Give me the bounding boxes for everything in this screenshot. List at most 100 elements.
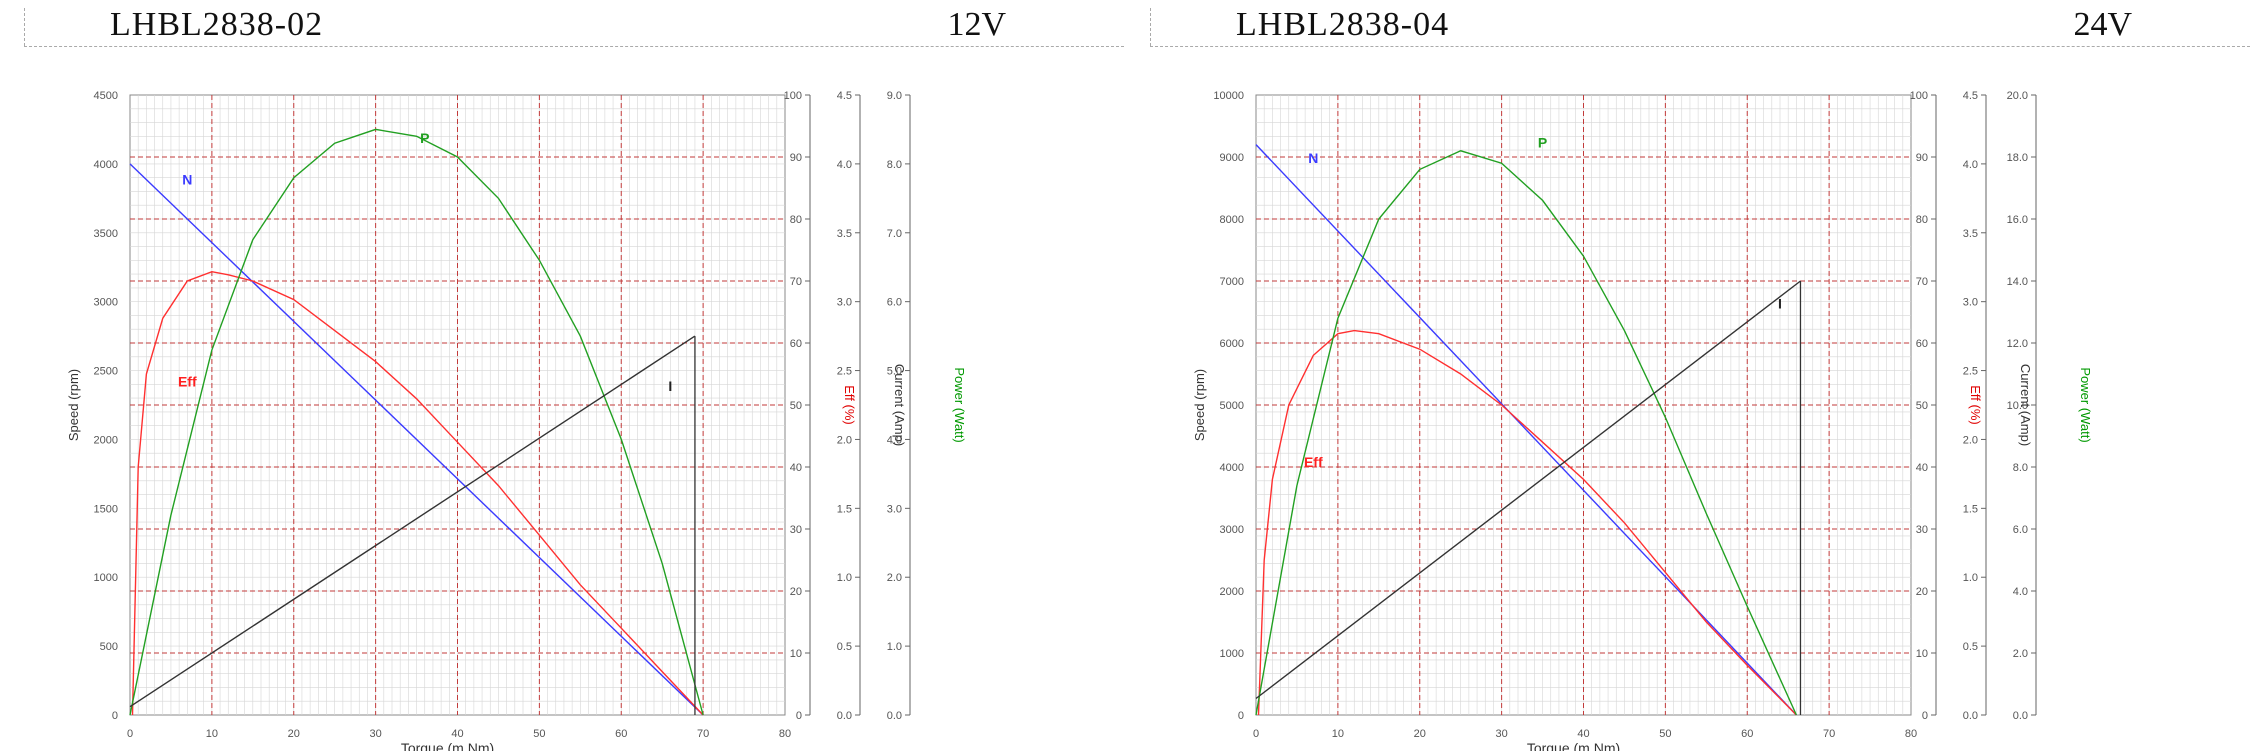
current-tick-label: 0.5	[1963, 641, 1978, 653]
speed-tick-label: 2000	[94, 434, 118, 446]
speed-tick-label: 3500	[94, 228, 118, 240]
speed-tick-label: 1500	[94, 503, 118, 515]
x-tick-label: 40	[1577, 728, 1589, 740]
series-eff-line	[1257, 329, 1797, 716]
speed-tick-label: 2000	[1220, 586, 1244, 598]
power-tick-label: 4.0	[2013, 586, 2028, 598]
power-tick-label: 14.0	[2007, 276, 2028, 288]
x-axis-label: Torque (m.Nm)	[401, 740, 494, 751]
eff-tick-label: 70	[790, 276, 802, 288]
speed-tick-label: 0	[112, 710, 118, 722]
eff-tick-label: 100	[784, 90, 802, 102]
x-tick-label: 30	[1496, 728, 1508, 740]
speed-tick-label: 500	[100, 641, 118, 653]
eff-tick-label: 80	[1916, 214, 1928, 226]
curve-label-n: N	[182, 172, 192, 188]
eff-axis-label: Eff (%)	[842, 385, 857, 425]
speed-tick-label: 6000	[1220, 338, 1244, 350]
power-tick-label: 7.0	[887, 228, 902, 240]
power-tick-label: 10.0	[2007, 400, 2028, 412]
panel-header: LHBL2838-04 24V	[1126, 0, 2252, 47]
speed-tick-label: 8000	[1220, 214, 1244, 226]
eff-tick-label: 80	[790, 214, 802, 226]
power-tick-label: 6.0	[2013, 524, 2028, 536]
power-axis-label: Power (Watt)	[2078, 367, 2093, 442]
eff-tick-label: 0	[796, 710, 802, 722]
current-tick-label: 4.0	[837, 159, 852, 171]
current-tick-label: 1.0	[837, 572, 852, 584]
current-tick-label: 2.5	[1963, 366, 1978, 378]
x-tick-label: 0	[127, 728, 133, 740]
power-tick-label: 6.0	[887, 297, 902, 309]
speed-tick-label: 0	[1238, 710, 1244, 722]
current-tick-label: 1.0	[1963, 572, 1978, 584]
eff-tick-label: 30	[1916, 524, 1928, 536]
x-tick-label: 0	[1253, 728, 1259, 740]
current-tick-label: 1.5	[1963, 503, 1978, 515]
current-axis-label: Current (Amp)	[892, 364, 907, 446]
current-tick-label: 1.5	[837, 503, 852, 515]
series-p-line	[129, 128, 704, 716]
power-tick-label: 2.0	[2013, 648, 2028, 660]
current-tick-label: 3.5	[1963, 228, 1978, 240]
power-tick-label: 2.0	[887, 572, 902, 584]
x-tick-label: 80	[1905, 728, 1917, 740]
x-tick-label: 60	[1741, 728, 1753, 740]
eff-tick-label: 90	[790, 152, 802, 164]
voltage-label: 24V	[2073, 6, 2132, 43]
speed-tick-label: 10000	[1213, 90, 1244, 102]
series-p-line	[1255, 150, 1798, 716]
x-tick-label: 60	[615, 728, 627, 740]
speed-tick-label: 4000	[94, 159, 118, 171]
current-tick-label: 0.5	[837, 641, 852, 653]
curve-label-i: I	[1778, 296, 1782, 312]
speed-tick-label: 4000	[1220, 462, 1244, 474]
speed-tick-label: 9000	[1220, 152, 1244, 164]
power-tick-label: 8.0	[887, 159, 902, 171]
eff-tick-label: 60	[1916, 338, 1928, 350]
eff-tick-label: 20	[790, 586, 802, 598]
eff-tick-label: 0	[1922, 710, 1928, 722]
current-tick-label: 2.5	[837, 366, 852, 378]
power-tick-label: 18.0	[2007, 152, 2028, 164]
x-tick-label: 10	[1332, 728, 1344, 740]
power-tick-label: 8.0	[2013, 462, 2028, 474]
current-tick-label: 4.5	[1963, 90, 1978, 102]
power-tick-label: 16.0	[2007, 214, 2028, 226]
power-tick-label: 5.0	[887, 366, 902, 378]
speed-tick-label: 4500	[94, 90, 118, 102]
power-tick-label: 0.0	[2013, 710, 2028, 722]
speed-tick-label: 3000	[94, 297, 118, 309]
power-tick-label: 20.0	[2007, 90, 2028, 102]
series-eff-line	[131, 270, 704, 716]
eff-tick-label: 40	[790, 462, 802, 474]
curve-label-p: P	[420, 130, 429, 146]
current-tick-label: 4.0	[1963, 159, 1978, 171]
current-tick-label: 3.0	[837, 297, 852, 309]
speed-axis-label: Speed (rpm)	[1192, 369, 1207, 441]
x-tick-label: 20	[288, 728, 300, 740]
model-title: LHBL2838-02	[110, 6, 324, 43]
eff-tick-label: 30	[790, 524, 802, 536]
speed-tick-label: 2500	[94, 366, 118, 378]
speed-tick-label: 3000	[1220, 524, 1244, 536]
curve-label-eff: Eff	[1304, 454, 1323, 470]
power-tick-label: 0.0	[887, 710, 902, 722]
power-tick-label: 1.0	[887, 641, 902, 653]
x-tick-label: 30	[370, 728, 382, 740]
x-tick-label: 70	[697, 728, 709, 740]
current-tick-label: 4.5	[837, 90, 852, 102]
power-tick-label: 9.0	[887, 90, 902, 102]
current-tick-label: 3.5	[837, 228, 852, 240]
current-tick-label: 0.0	[1963, 710, 1978, 722]
speed-tick-label: 1000	[94, 572, 118, 584]
header-rule	[1150, 46, 2250, 47]
curve-label-p: P	[1538, 135, 1547, 151]
power-tick-label: 3.0	[887, 503, 902, 515]
eff-axis-label: Eff (%)	[1968, 385, 1983, 425]
x-tick-label: 40	[451, 728, 463, 740]
current-axis-label: Current (Amp)	[2018, 364, 2033, 446]
x-tick-label: 70	[1823, 728, 1835, 740]
model-title: LHBL2838-04	[1236, 6, 1450, 43]
